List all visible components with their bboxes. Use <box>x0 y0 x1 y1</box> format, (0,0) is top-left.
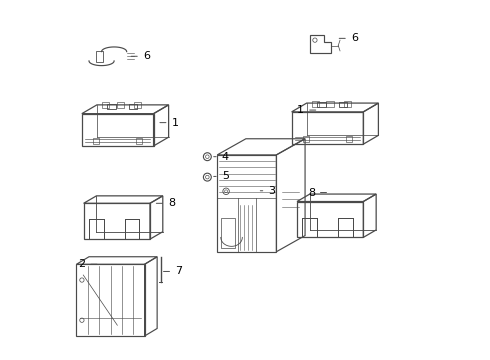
Text: 6: 6 <box>131 51 150 61</box>
Text: 6: 6 <box>339 33 358 43</box>
Text: 8: 8 <box>308 188 326 198</box>
Text: 1: 1 <box>297 105 316 115</box>
Text: 7: 7 <box>164 266 182 276</box>
Text: 3: 3 <box>260 186 275 196</box>
Text: 4: 4 <box>214 152 229 162</box>
Text: 1: 1 <box>160 118 178 128</box>
Text: 8: 8 <box>156 198 175 208</box>
Text: 5: 5 <box>214 171 229 181</box>
Text: 2: 2 <box>78 259 97 269</box>
